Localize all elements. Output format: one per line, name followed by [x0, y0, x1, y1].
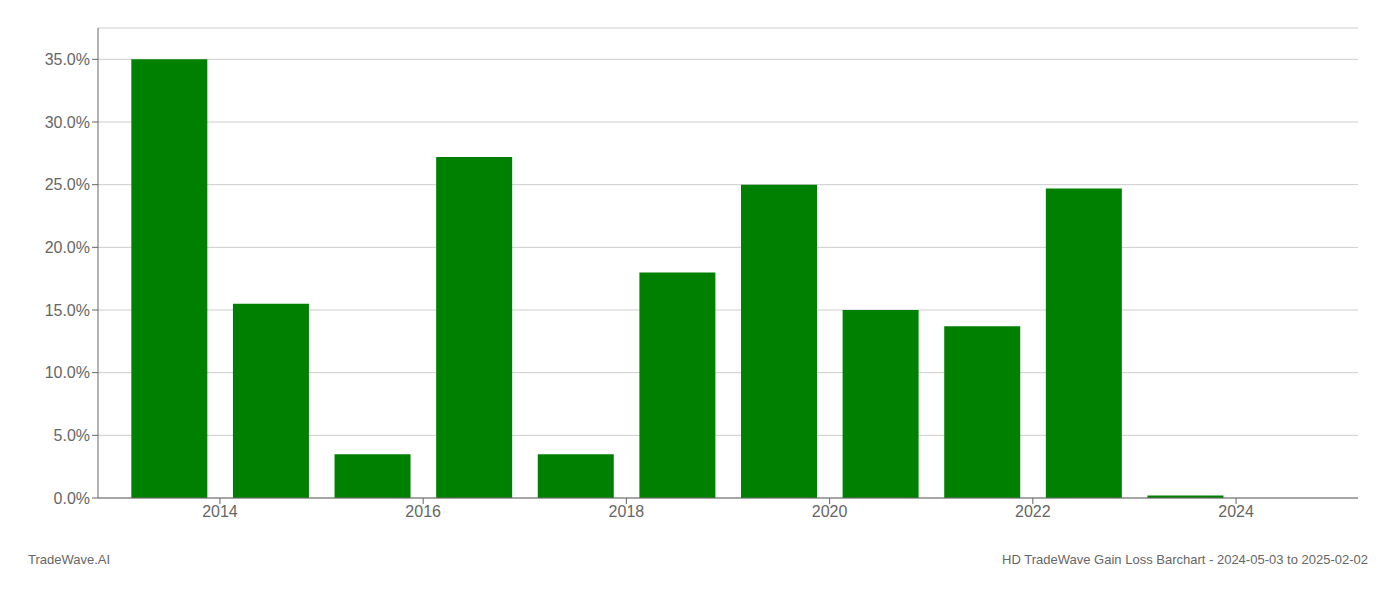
- html-text:HD TradeWave Gain Loss Barchar: HD TradeWave Gain Loss Barchart - 2024-0…: [1002, 552, 1368, 567]
- svg-text:2016: 2016: [405, 503, 441, 520]
- svg-text:15.0%: 15.0%: [45, 302, 90, 319]
- svg-text:2014: 2014: [202, 503, 238, 520]
- svg-text:30.0%: 30.0%: [45, 114, 90, 131]
- svg-text:35.0%: 35.0%: [45, 51, 90, 68]
- svg-text:2018: 2018: [609, 503, 645, 520]
- svg-text:20.0%: 20.0%: [45, 239, 90, 256]
- svg-text:0.0%: 0.0%: [54, 490, 90, 507]
- svg-text:2022: 2022: [1015, 503, 1051, 520]
- svg-text:2020: 2020: [812, 503, 848, 520]
- html-text:TradeWave.AI: TradeWave.AI: [28, 552, 111, 567]
- svg-text:10.0%: 10.0%: [45, 364, 90, 381]
- svg-text:25.0%: 25.0%: [45, 176, 90, 193]
- svg-text:2024: 2024: [1218, 503, 1254, 520]
- svg-text:5.0%: 5.0%: [54, 427, 90, 444]
